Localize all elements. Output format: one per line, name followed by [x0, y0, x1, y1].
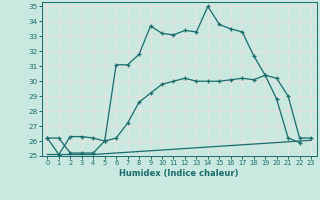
X-axis label: Humidex (Indice chaleur): Humidex (Indice chaleur) — [119, 169, 239, 178]
